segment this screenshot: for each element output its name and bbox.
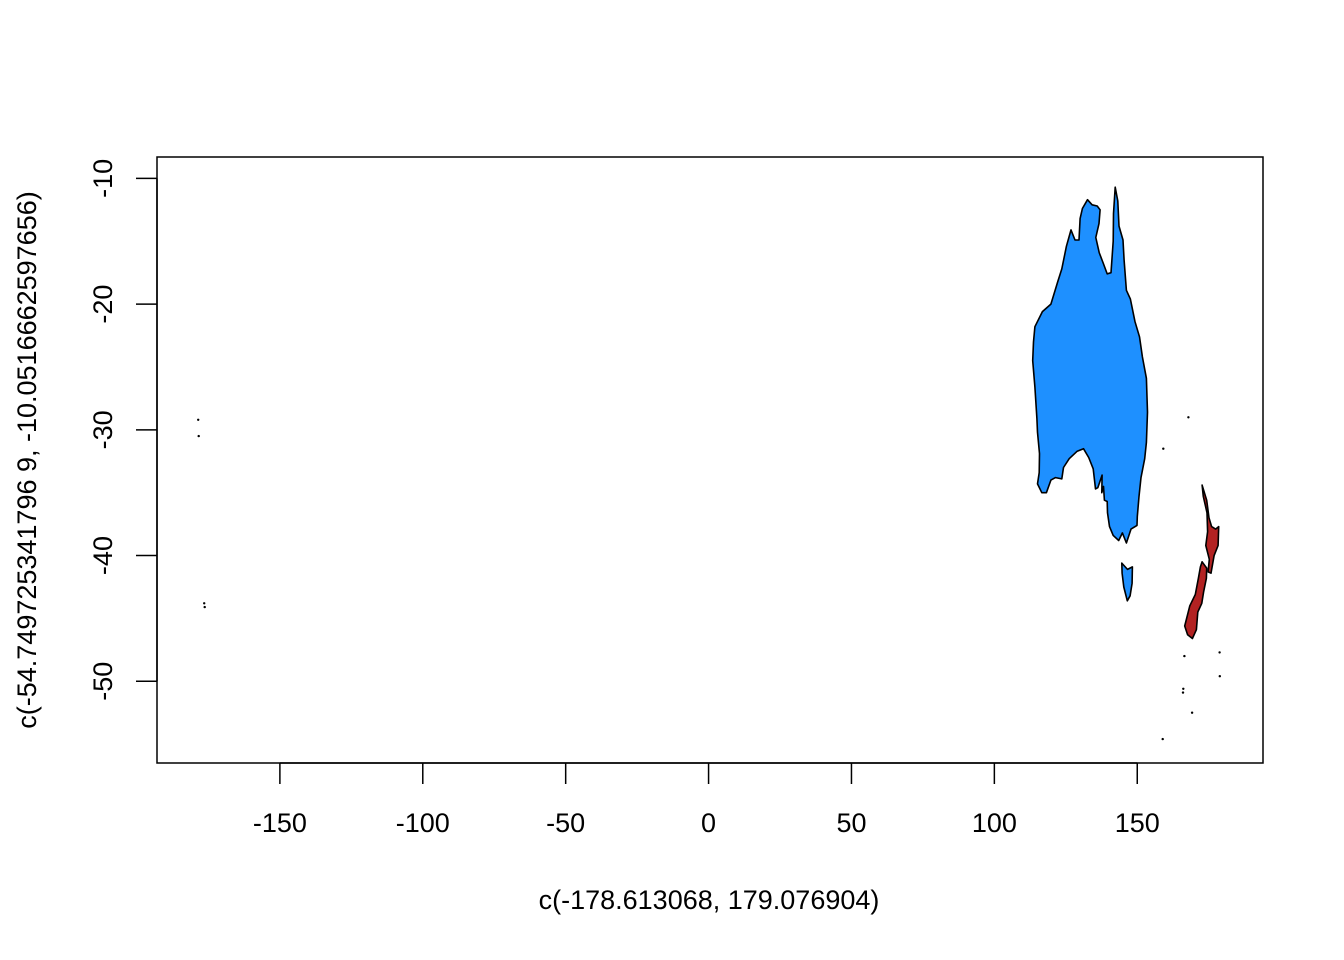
- x-tick-label: -150: [253, 808, 307, 838]
- y-axis-label: c(-54.749725341796 9, -10.0516662597656): [12, 191, 42, 728]
- y-tick-label: -30: [88, 410, 118, 449]
- island-mark: [197, 418, 200, 421]
- island-mark: [1218, 675, 1222, 678]
- y-tick-label: -50: [88, 662, 118, 701]
- x-tick-label: 100: [972, 808, 1017, 838]
- island-mark: [1181, 691, 1185, 694]
- x-axis: -150 -100 -50 0 50 100 150: [253, 762, 1160, 838]
- island-mark: [1187, 416, 1190, 419]
- y-tick-label: -40: [88, 536, 118, 575]
- regions-layer: [1031, 186, 1220, 640]
- island-mark: [1218, 651, 1221, 654]
- island-mark: [197, 434, 200, 438]
- region-tasmania: [1121, 562, 1134, 602]
- island-mark: [203, 605, 206, 609]
- region-australia: [1031, 186, 1149, 544]
- x-tick-label: -100: [396, 808, 450, 838]
- island-mark: [1190, 711, 1194, 714]
- region-new-zealand-south-island: [1183, 560, 1208, 640]
- x-axis-label: c(-178.613068, 179.076904): [539, 885, 880, 915]
- island-mark: [1162, 447, 1165, 450]
- y-tick-label: -10: [88, 159, 118, 198]
- island-mark: [1183, 654, 1186, 658]
- x-tick-label: 150: [1115, 808, 1160, 838]
- island-mark: [203, 602, 206, 605]
- y-tick-label: -20: [88, 285, 118, 324]
- island-mark: [1161, 737, 1164, 741]
- island-mark: [1182, 687, 1185, 690]
- islands-layer: [197, 416, 1222, 741]
- x-tick-label: 50: [836, 808, 866, 838]
- x-tick-label: 0: [701, 808, 716, 838]
- x-tick-label: -50: [546, 808, 585, 838]
- region-new-zealand-north-island: [1201, 484, 1220, 575]
- y-axis: -10 -20 -30 -40 -50: [88, 159, 158, 701]
